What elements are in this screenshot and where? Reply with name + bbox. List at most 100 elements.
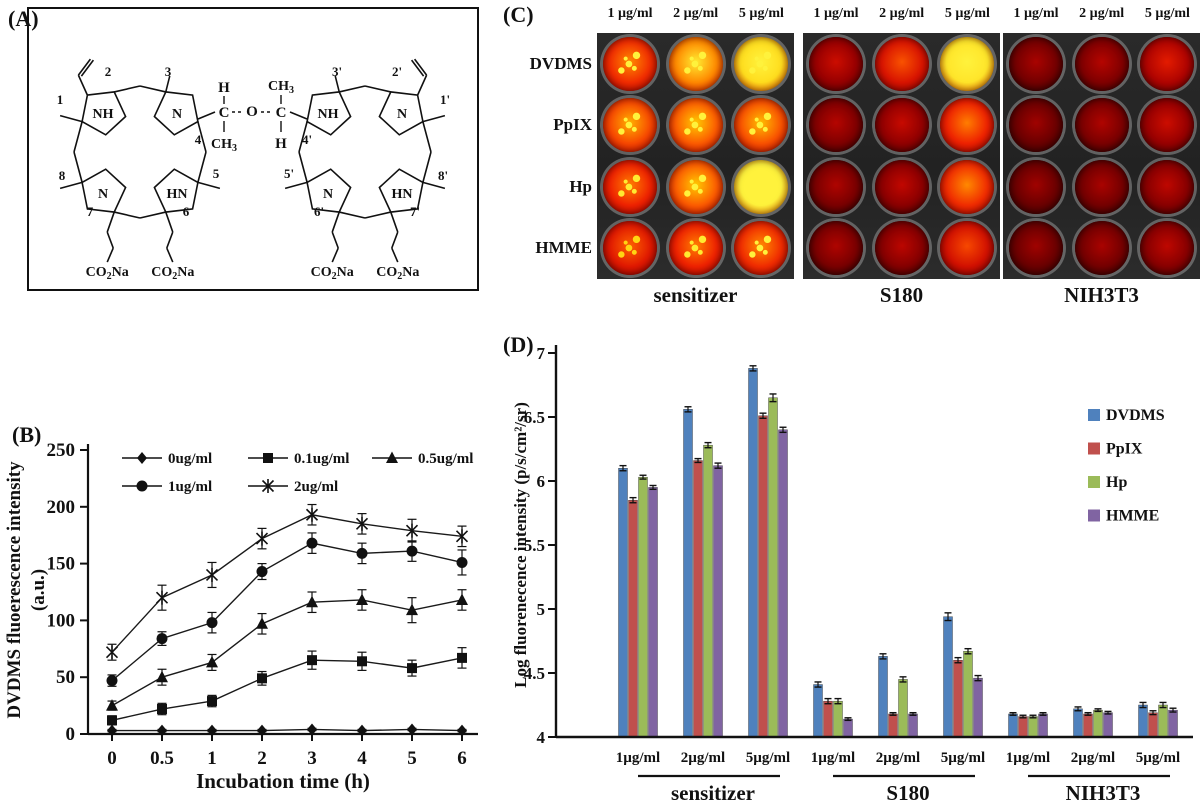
- well-HMME-5µg/ml: [940, 221, 995, 276]
- well-PpIX-1µg/ml: [1009, 98, 1063, 153]
- well-Hp-5µg/ml: [940, 159, 995, 214]
- legend-item-Hp: Hp: [1088, 474, 1127, 491]
- svg-text:Log fluorenecence intensity (p: Log fluorenecence intensity (p/s/cm²/sr): [511, 402, 530, 688]
- well-HMME-1µg/ml: [1009, 221, 1063, 276]
- well-HMME-5µg/ml: [1140, 221, 1195, 276]
- well-Hp-2µg/ml: [1074, 159, 1129, 214]
- well-DVDMS-2µg/ml: [668, 36, 723, 91]
- plate-image-S180: [803, 33, 1000, 279]
- svg-text:5: 5: [213, 166, 220, 181]
- series-0.1ug/ml: [107, 647, 467, 726]
- svg-text:3: 3: [307, 748, 317, 769]
- legend-item-DVDMS: DVDMS: [1088, 407, 1165, 424]
- well-Hp-1µg/ml: [1009, 159, 1063, 214]
- concentration-header: 1 µg/ml: [607, 6, 653, 21]
- svg-text:0.5ug/ml: 0.5ug/ml: [418, 451, 473, 467]
- well-DVDMS-2µg/ml: [874, 36, 929, 91]
- svg-text:6': 6': [314, 204, 324, 219]
- well-PpIX-5µg/ml: [734, 98, 789, 153]
- svg-text:4: 4: [195, 132, 202, 147]
- svg-text:3': 3': [332, 64, 342, 79]
- legend-item-0ug/ml: 0ug/ml: [122, 451, 212, 467]
- well-Hp-1µg/ml: [603, 159, 657, 214]
- svg-text:250: 250: [47, 440, 76, 461]
- svg-text:2: 2: [257, 748, 267, 769]
- svg-text:5.5: 5.5: [524, 536, 545, 555]
- panel-c-label: (C): [503, 2, 534, 27]
- well-DVDMS-1µg/ml: [603, 36, 657, 91]
- svg-text:5': 5': [284, 166, 294, 181]
- well-PpIX-1µg/ml: [809, 98, 863, 153]
- svg-text:CO2​Na: CO2​Na: [311, 265, 354, 282]
- panel-a-label: (A): [8, 6, 39, 31]
- svg-text:NH: NH: [318, 107, 339, 122]
- svg-text:1: 1: [57, 92, 64, 107]
- well-PpIX-2µg/ml: [668, 98, 723, 153]
- series-2ug/ml: [105, 503, 469, 661]
- series-1ug/ml: [106, 532, 468, 687]
- svg-text:6: 6: [537, 472, 546, 491]
- svg-text:5µg/ml: 5µg/ml: [941, 750, 985, 766]
- svg-text:N: N: [397, 107, 407, 122]
- bar-series-DVDMS: [618, 365, 1148, 738]
- svg-text:200: 200: [47, 497, 76, 518]
- bar-chart: 4 4.5 5 5.5 6 6.5 7 Log fluorenecence intensity…: [511, 344, 1193, 802]
- svg-text:DVDMS fluoerescence intensity: DVDMS fluoerescence intensity: [4, 461, 25, 719]
- legend-item-0.5ug/ml: 0.5ug/ml: [372, 451, 473, 467]
- svg-text:CO2​Na: CO2​Na: [151, 265, 194, 282]
- svg-text:8': 8': [438, 168, 448, 183]
- plate-caption-S180: S180: [879, 283, 924, 307]
- svg-text:H: H: [218, 80, 230, 96]
- bar-series-Hp: [638, 393, 1168, 738]
- svg-text:Hp: Hp: [1106, 474, 1127, 491]
- well-PpIX-5µg/ml: [940, 98, 995, 153]
- svg-text:5: 5: [537, 600, 546, 619]
- well-HMME-1µg/ml: [603, 221, 657, 276]
- well-DVDMS-5µg/ml: [1140, 36, 1195, 91]
- line-chart: 0 50 100 150 200 250 0 0.5 1 2 3 4 5 6 Incubation time…: [4, 440, 478, 793]
- svg-text:DVDMS: DVDMS: [1106, 407, 1165, 424]
- svg-text:4': 4': [302, 132, 312, 147]
- legend-item-PpIX: PpIX: [1088, 441, 1143, 458]
- concentration-header: 5 µg/ml: [1144, 6, 1190, 21]
- svg-text:5µg/ml: 5µg/ml: [746, 750, 790, 766]
- svg-text:5: 5: [407, 748, 417, 769]
- svg-text:0.1ug/ml: 0.1ug/ml: [294, 451, 349, 467]
- svg-text:Incubation time (h): Incubation time (h): [196, 769, 370, 793]
- legend-item-HMME: HMME: [1088, 508, 1159, 525]
- svg-text:1': 1': [440, 92, 450, 107]
- svg-text:PpIX: PpIX: [1106, 441, 1143, 458]
- concentration-header: 1 µg/ml: [1013, 6, 1059, 21]
- svg-text:7: 7: [537, 344, 546, 363]
- row-label-dvdms: DVDMS: [529, 53, 592, 73]
- svg-text:1: 1: [207, 748, 217, 769]
- plate-image-NIH3T3: [1003, 33, 1200, 279]
- svg-text:5µg/ml: 5µg/ml: [1136, 750, 1180, 766]
- svg-text:150: 150: [47, 554, 76, 575]
- svg-text:2: 2: [105, 64, 112, 79]
- svg-text:4.5: 4.5: [524, 664, 545, 683]
- svg-text:2': 2': [392, 64, 402, 79]
- svg-text:C: C: [219, 105, 230, 121]
- svg-text:HN: HN: [392, 187, 413, 202]
- concentration-header: 5 µg/ml: [738, 6, 784, 21]
- legend-item-0.1ug/ml: 0.1ug/ml: [248, 451, 349, 467]
- svg-text:0.5: 0.5: [150, 748, 174, 769]
- well-DVDMS-2µg/ml: [1074, 36, 1129, 91]
- well-HMME-2µg/ml: [668, 221, 723, 276]
- well-Hp-2µg/ml: [668, 159, 723, 214]
- row-label-hmme: HMME: [535, 238, 592, 258]
- series-0.5ug/ml: [106, 589, 468, 711]
- svg-text:CH3​: CH3​: [268, 79, 294, 96]
- svg-text:1µg/ml: 1µg/ml: [616, 750, 660, 766]
- well-PpIX-5µg/ml: [1140, 98, 1195, 153]
- svg-text:1µg/ml: 1µg/ml: [1006, 750, 1050, 766]
- well-Hp-1µg/ml: [809, 159, 863, 214]
- svg-text:sensitizer: sensitizer: [671, 781, 755, 802]
- svg-text:50: 50: [56, 667, 75, 688]
- well-HMME-1µg/ml: [809, 221, 863, 276]
- svg-text:S180: S180: [886, 781, 929, 802]
- svg-text:CH3​: CH3​: [211, 137, 237, 154]
- svg-text:O: O: [246, 104, 258, 120]
